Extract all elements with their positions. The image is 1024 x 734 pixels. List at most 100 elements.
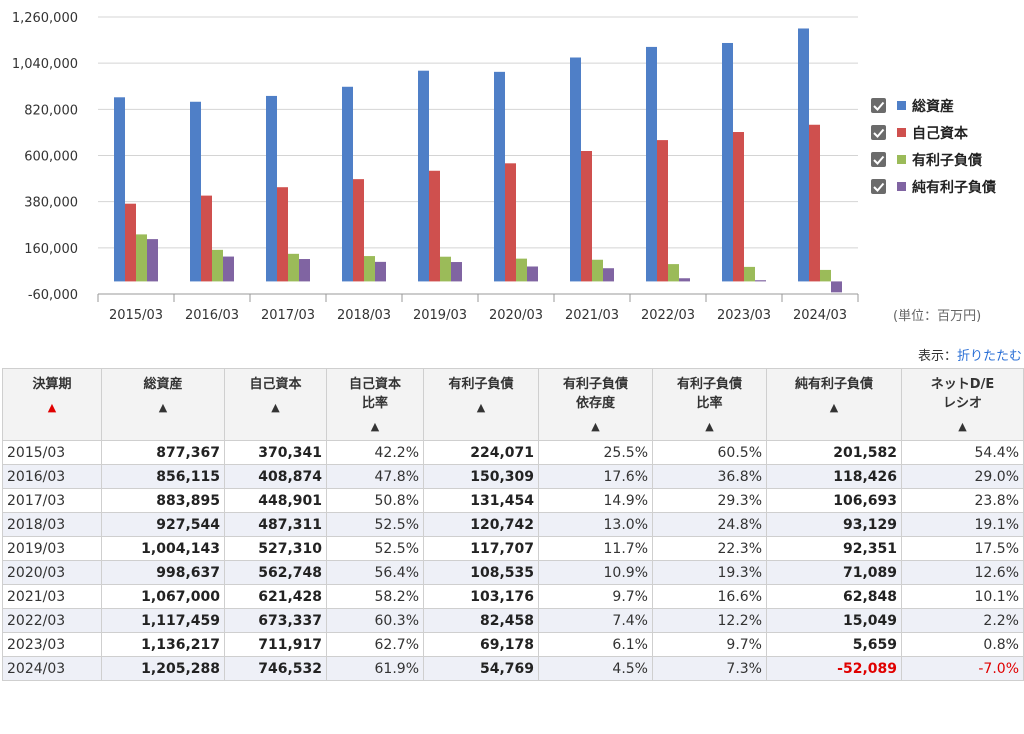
sort-icon[interactable]: ▲: [271, 401, 280, 414]
bar-1[interactable]: [190, 101, 201, 282]
bar-4[interactable]: [527, 266, 538, 282]
x-tick-label: 2019/03: [413, 308, 467, 323]
bar-4[interactable]: [299, 259, 310, 282]
y-tick-label: 820,000: [24, 103, 78, 118]
bar-2[interactable]: [429, 170, 440, 282]
column-header-label: ネットD/E: [930, 377, 995, 392]
table-cell: 1,136,217: [101, 632, 225, 657]
y-tick-label: 380,000: [24, 196, 78, 211]
bar-2[interactable]: [201, 195, 212, 282]
bar-3[interactable]: [364, 256, 375, 282]
table-cell: 103,176: [423, 584, 539, 609]
bar-1[interactable]: [342, 86, 353, 282]
bar-2[interactable]: [353, 179, 364, 282]
bar-1[interactable]: [266, 95, 277, 282]
table-cell: 71,089: [766, 560, 902, 585]
bar-2[interactable]: [581, 151, 592, 282]
table-cell: 673,337: [224, 608, 327, 633]
x-tick-label: 2015/03: [109, 308, 163, 323]
column-header[interactable]: 自己資本 ▲: [224, 368, 327, 441]
sort-icon[interactable]: ▲: [47, 401, 57, 414]
sort-icon[interactable]: ▲: [705, 420, 714, 433]
sort-icon[interactable]: ▲: [958, 420, 967, 433]
column-header[interactable]: 純有利子負債 ▲: [766, 368, 902, 441]
table-cell: -7.0%: [901, 656, 1024, 681]
table-cell: 998,637: [101, 560, 225, 585]
legend-swatch: [897, 101, 906, 110]
bar-1[interactable]: [114, 97, 125, 282]
sort-icon[interactable]: ▲: [370, 420, 380, 433]
x-tick-label: 2020/03: [489, 308, 543, 323]
table-cell: 16.6%: [652, 584, 767, 609]
sort-icon[interactable]: ▲: [158, 401, 168, 414]
bar-1[interactable]: [722, 42, 733, 282]
x-tick-label: 2024/03: [793, 308, 847, 323]
collapse-link[interactable]: 折りたたむ: [956, 349, 1022, 364]
legend-checkbox[interactable]: [871, 179, 886, 194]
column-header-label: 有利子負債: [676, 377, 742, 392]
table-cell: 1,205,288: [101, 656, 225, 681]
bar-4[interactable]: [603, 268, 614, 282]
bar-3[interactable]: [820, 269, 831, 282]
sort-icon[interactable]: ▲: [476, 401, 486, 414]
column-header[interactable]: 有利子負債 ▲: [423, 368, 539, 441]
table-row: 2015/03 877,367 370,341 42.2% 224,071 25.5% 60…: [2, 440, 1024, 465]
table-cell: 2020/03: [2, 560, 102, 585]
bar-1[interactable]: [494, 71, 505, 282]
table-cell: 201,582: [766, 440, 902, 465]
bar-2[interactable]: [809, 124, 820, 282]
bar-2[interactable]: [505, 163, 516, 282]
bar-4[interactable]: [147, 239, 158, 282]
table-cell: 29.0%: [901, 464, 1024, 489]
bar-3[interactable]: [744, 266, 755, 282]
bar-2[interactable]: [277, 187, 288, 282]
column-header[interactable]: 有利子負債 比率 ▲: [652, 368, 767, 441]
bar-3[interactable]: [212, 249, 223, 282]
table-cell: 5,659: [766, 632, 902, 657]
bar-1[interactable]: [570, 57, 581, 282]
bar-4[interactable]: [755, 280, 766, 282]
sort-icon[interactable]: ▲: [591, 420, 600, 433]
bar-3[interactable]: [440, 256, 451, 282]
bar-1[interactable]: [798, 28, 809, 282]
legend-checkbox[interactable]: [871, 152, 886, 167]
bar-3[interactable]: [136, 234, 147, 282]
bar-4[interactable]: [223, 256, 234, 282]
table-cell: 93,129: [766, 512, 902, 537]
table-cell: 9.7%: [652, 632, 767, 657]
bar-4[interactable]: [451, 262, 462, 282]
table-cell: 117,707: [423, 536, 539, 561]
bar-2[interactable]: [733, 132, 744, 282]
table-cell: 106,693: [766, 488, 902, 513]
bar-2[interactable]: [657, 140, 668, 282]
table-cell: 47.8%: [326, 464, 424, 489]
column-header[interactable]: 総資産 ▲: [101, 368, 225, 441]
column-header-label: 総資産: [143, 377, 183, 392]
table-cell: 118,426: [766, 464, 902, 489]
legend-checkbox[interactable]: [871, 125, 886, 140]
bar-4[interactable]: [679, 278, 690, 282]
table-cell: 19.3%: [652, 560, 767, 585]
table-cell: 29.3%: [652, 488, 767, 513]
column-header[interactable]: 自己資本 比率 ▲: [326, 368, 424, 441]
bar-2[interactable]: [125, 203, 136, 282]
table-cell: 24.8%: [652, 512, 767, 537]
table-cell: 36.8%: [652, 464, 767, 489]
table-cell: 2024/03: [2, 656, 102, 681]
bar-4[interactable]: [831, 281, 842, 293]
table-cell: 54.4%: [901, 440, 1024, 465]
sort-icon[interactable]: ▲: [829, 401, 839, 414]
bar-3[interactable]: [668, 264, 679, 282]
column-header[interactable]: ネットD/E レシオ ▲: [901, 368, 1024, 441]
bar-3[interactable]: [592, 259, 603, 282]
bar-3[interactable]: [516, 258, 527, 282]
bar-1[interactable]: [418, 70, 429, 282]
bar-3[interactable]: [288, 253, 299, 282]
column-header[interactable]: 決算期 ▲: [2, 368, 102, 441]
column-header-label: 有利子負債: [448, 377, 514, 392]
table-cell: 52.5%: [326, 536, 424, 561]
bar-4[interactable]: [375, 261, 386, 282]
legend-checkbox[interactable]: [871, 98, 886, 113]
bar-1[interactable]: [646, 46, 657, 282]
column-header[interactable]: 有利子負債 依存度 ▲: [538, 368, 653, 441]
